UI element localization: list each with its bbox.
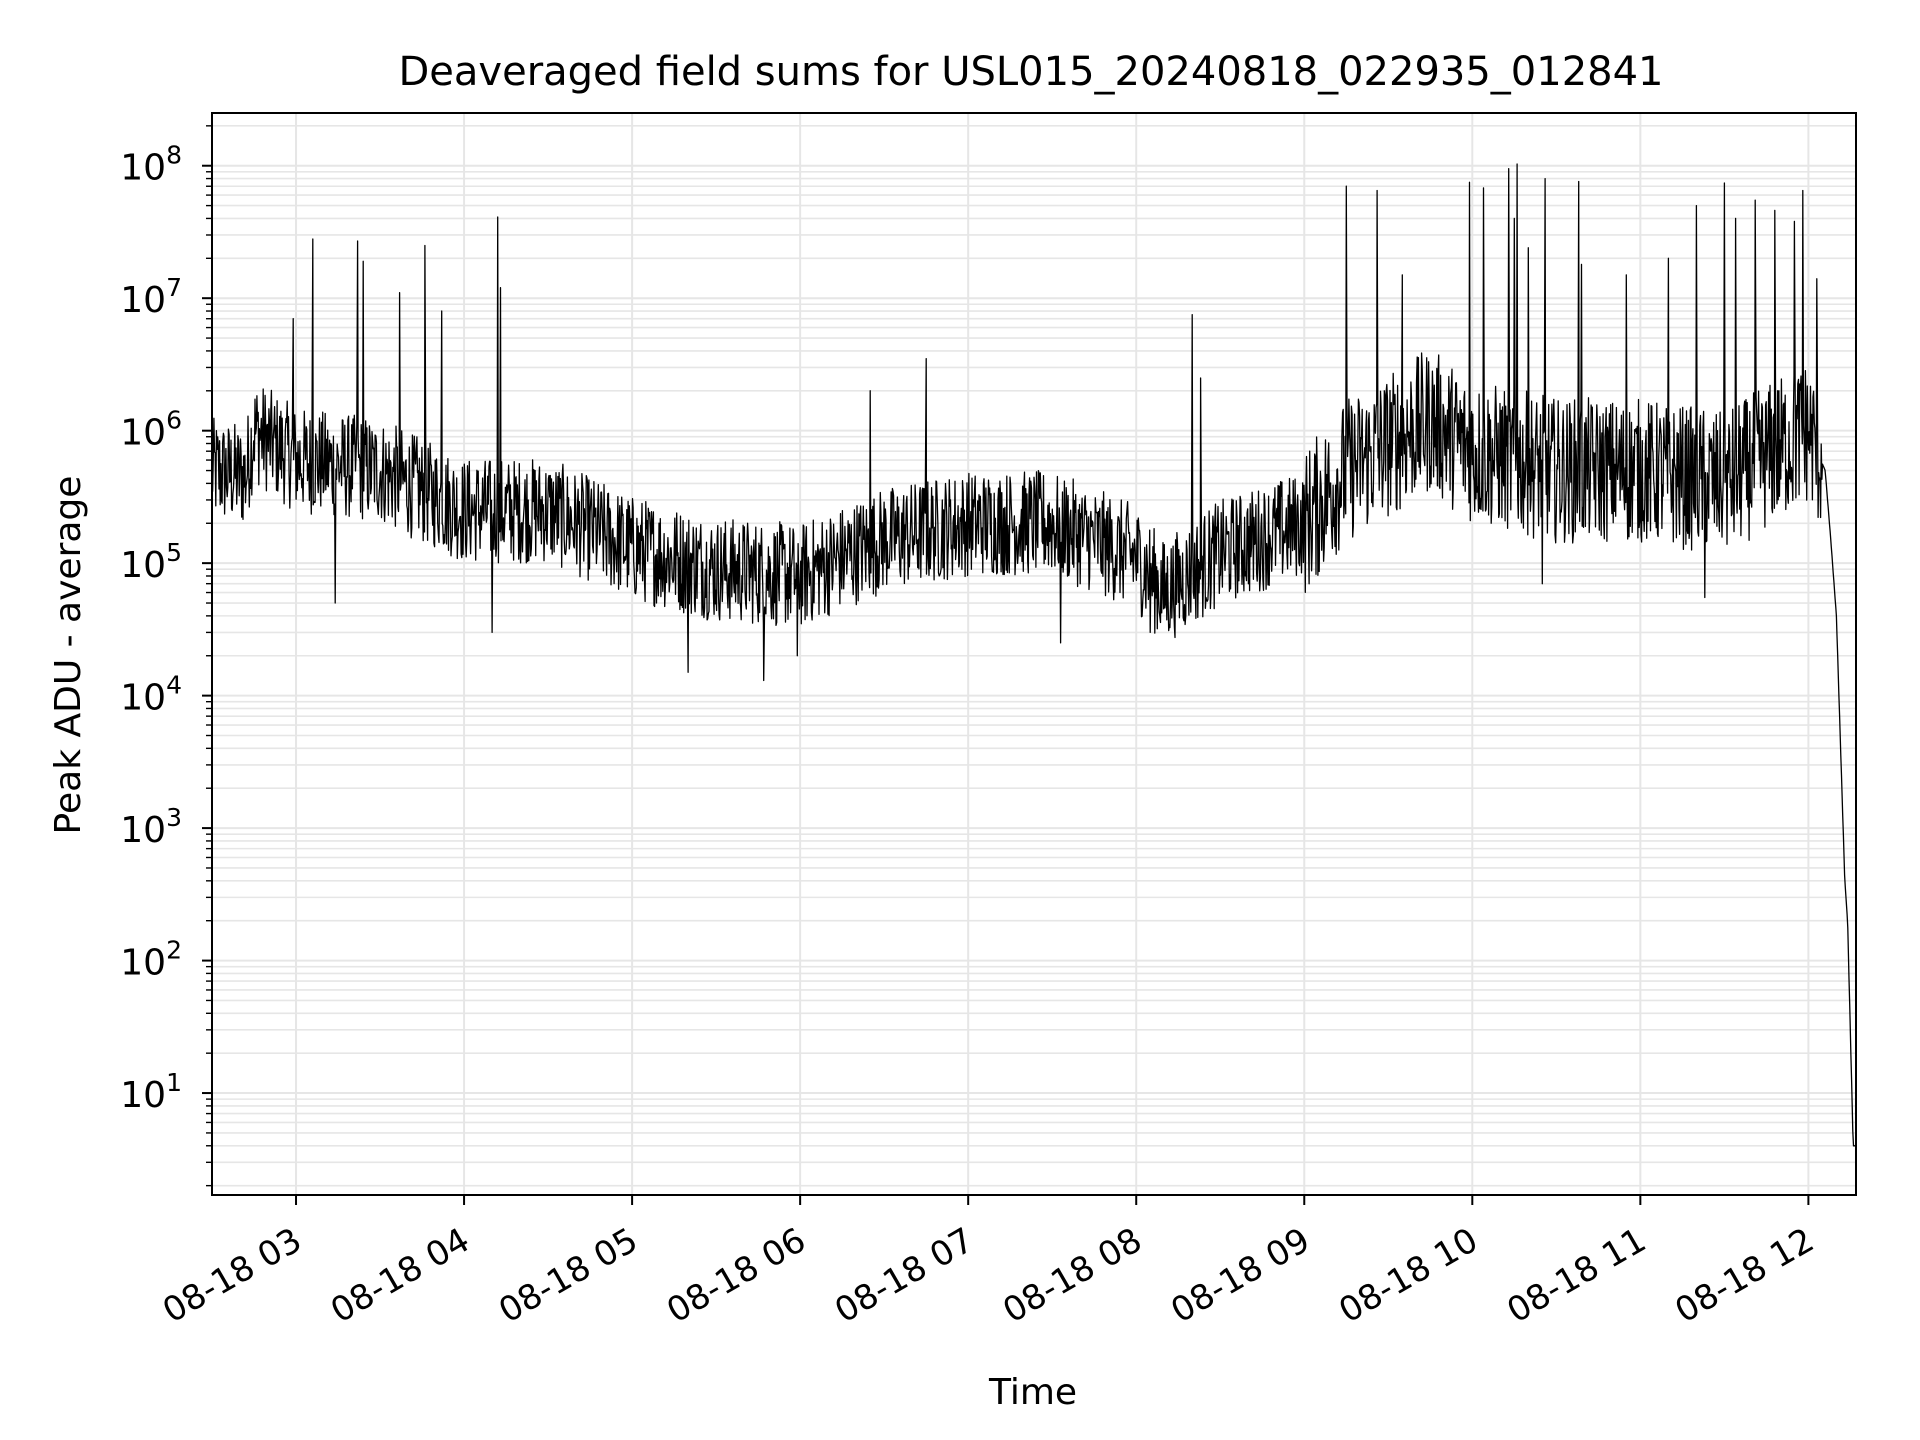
y-tick-label: 105: [120, 538, 182, 586]
y-tick-label: 104: [120, 671, 182, 719]
y-tick-label: 106: [120, 406, 182, 454]
y-tick-label: 101: [120, 1068, 182, 1116]
y-tick-label: 103: [120, 803, 182, 851]
plot-frame: [211, 112, 1857, 1196]
y-axis-label: Peak ADU - average: [48, 476, 89, 835]
chart-title: Deaveraged field sums for USL015_2024081…: [399, 49, 1664, 95]
y-tick-label: 108: [120, 141, 182, 189]
y-tick-label: 107: [120, 273, 182, 321]
x-axis-label: Time: [988, 1372, 1077, 1413]
series-line-group: [211, 163, 1857, 1147]
y-tick-label: 102: [120, 936, 182, 984]
series-line: [211, 163, 1857, 1147]
y-axis-ticks: 101 102 103 104 105 106 107 108: [120, 125, 212, 1187]
grid-lines: [212, 113, 1856, 1195]
